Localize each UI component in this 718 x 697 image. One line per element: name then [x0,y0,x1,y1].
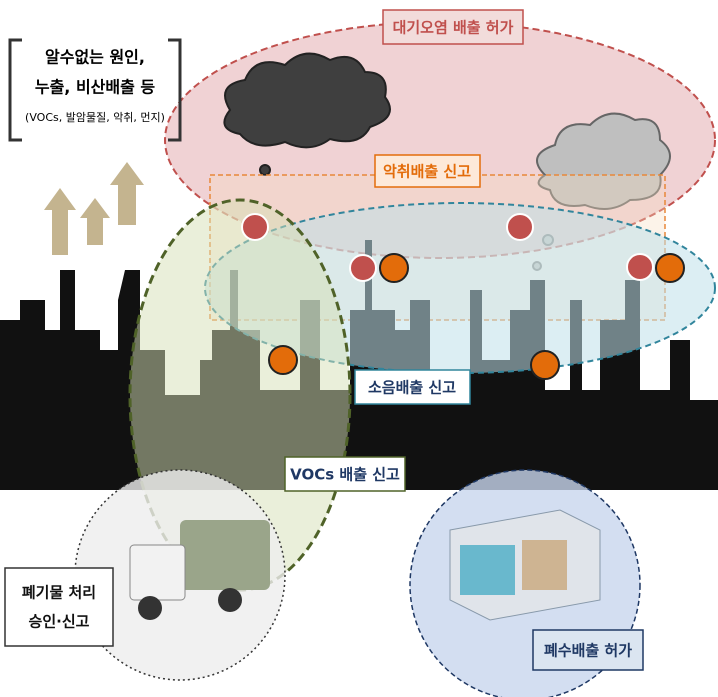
odor-icon [241,213,654,282]
callout-line: 알수없는 원인, [45,48,145,67]
wastewater-label: 폐수배출 허가 [544,642,632,660]
label-box [354,369,471,405]
treatment-tank [449,509,601,621]
label-box [382,9,524,45]
bracket [8,38,182,142]
label-box [532,629,644,671]
waste-label: 승인·신고 [29,613,90,631]
air-label: 대기오염 배출 허가 [393,19,514,37]
truck [129,520,270,620]
cloud [223,52,391,176]
label-box [374,154,481,188]
callout-line: 누출, 비산배출 등 [35,78,156,97]
odor-label: 악취배출 신고 [383,163,471,181]
callout-line: (VOCs, 발암물질, 악취, 먼지) [25,111,165,124]
vocs-label: VOCs 배출 신고 [290,466,400,484]
label-box [284,456,406,492]
up-arrow [44,162,144,255]
noise-icon [268,253,685,380]
noise-label: 소음배출 신고 [368,379,456,397]
label-box [4,567,114,647]
waste-label: 폐기물 처리 [22,584,96,602]
